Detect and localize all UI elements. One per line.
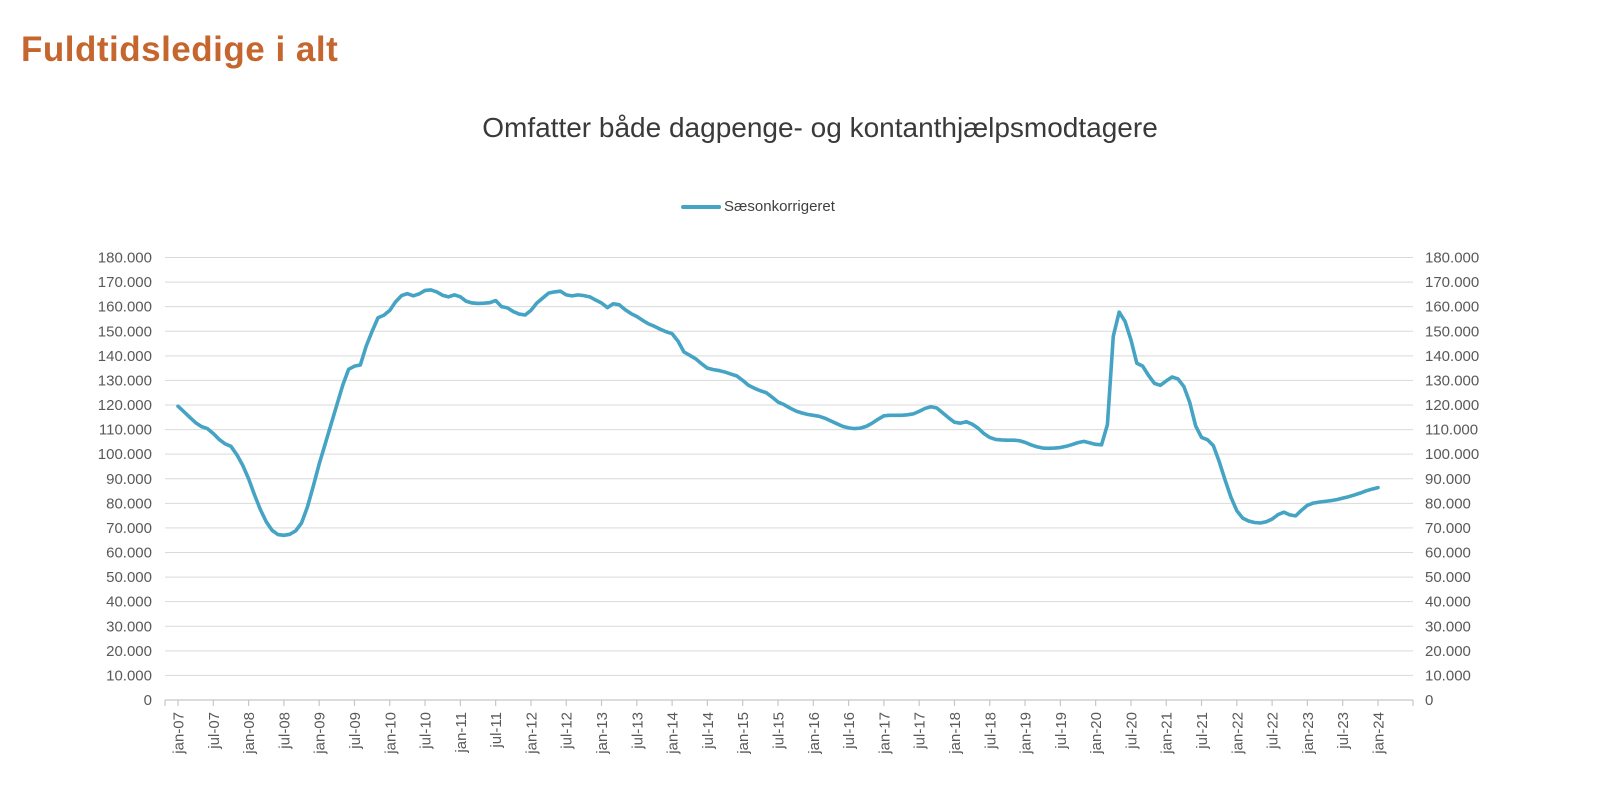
gridlines	[165, 257, 1413, 676]
y-axis-labels-left: 0 10.000 20.000 30.000 40.000 50.000 60.000 70.…	[98, 250, 152, 709]
y-tick-label: 150.000	[1425, 323, 1479, 340]
y-tick-label: 50.000	[1425, 569, 1471, 586]
x-tick-label: jul-13	[629, 712, 646, 750]
y-tick-label: 110.000	[99, 422, 152, 439]
y-tick-label: 150.000	[98, 323, 152, 340]
y-tick-label: 110.000	[1425, 422, 1478, 439]
x-tick-label: jul-16	[841, 712, 858, 750]
x-tick-label: jan-15	[735, 712, 752, 755]
x-tick-label: jan-22	[1229, 712, 1246, 755]
y-tick-label: 130.000	[1425, 372, 1479, 389]
y-tick-label: 40.000	[106, 594, 152, 611]
series-saesonkorrigeret	[176, 288, 1380, 538]
x-axis-tick-marks	[164, 700, 1414, 706]
y-tick-label: 140.000	[1425, 348, 1479, 365]
x-tick-label: jan-23	[1300, 712, 1317, 755]
x-tick-label: jul-12	[559, 712, 576, 750]
x-tick-label: jul-23	[1335, 712, 1352, 750]
x-tick-label: jul-10	[418, 712, 435, 750]
x-tick-label: jan-10	[382, 712, 399, 755]
y-tick-label: 0	[1425, 692, 1433, 709]
x-tick-label: jan-21	[1159, 712, 1176, 755]
legend-label: Sæsonkorrigeret	[724, 198, 835, 215]
x-tick-label: jul-18	[982, 712, 999, 750]
line-chart-plot: 0 10.000 20.000 30.000 40.000 50.000 60.000 70.…	[98, 250, 1479, 755]
y-tick-label: 90.000	[1425, 471, 1471, 488]
y-tick-label: 140.000	[98, 348, 152, 365]
legend-line-swatch	[681, 204, 722, 209]
y-tick-label: 170.000	[1425, 274, 1479, 291]
x-tick-label: jan-09	[312, 712, 329, 755]
y-tick-label: 90.000	[106, 471, 152, 488]
x-tick-label: jul-09	[347, 712, 364, 750]
x-tick-label: jul-15	[771, 712, 788, 750]
y-tick-label: 180.000	[1425, 250, 1479, 267]
x-tick-label: jul-22	[1265, 712, 1282, 750]
page-title: Fuldtidsledige i alt	[21, 30, 339, 69]
y-tick-label: 30.000	[1425, 618, 1471, 635]
y-tick-label: 40.000	[1425, 594, 1471, 611]
y-tick-label: 0	[144, 692, 152, 709]
x-tick-label: jul-08	[276, 712, 293, 750]
x-tick-label: jan-16	[806, 712, 823, 755]
y-tick-label: 30.000	[106, 618, 152, 635]
x-tick-label: jan-12	[523, 712, 540, 755]
y-tick-label: 10.000	[1425, 667, 1471, 684]
y-tick-label: 60.000	[1425, 545, 1471, 562]
y-tick-label: 120.000	[1425, 397, 1479, 414]
x-tick-label: jan-18	[947, 712, 964, 755]
y-tick-label: 50.000	[106, 569, 152, 586]
y-tick-label: 10.000	[106, 667, 152, 684]
x-tick-label: jan-13	[594, 712, 611, 755]
x-tick-label: jul-21	[1194, 712, 1211, 750]
x-tick-label: jul-20	[1123, 712, 1140, 750]
y-tick-label: 70.000	[1425, 520, 1471, 537]
x-tick-label: jul-11	[488, 712, 505, 749]
y-tick-label: 160.000	[1425, 299, 1479, 316]
y-tick-label: 100.000	[1425, 446, 1479, 463]
series-line	[176, 288, 1380, 538]
x-tick-label: jul-19	[1053, 712, 1070, 750]
x-tick-label: jul-14	[700, 712, 717, 750]
x-tick-label: jul-07	[206, 712, 223, 750]
y-tick-label: 80.000	[106, 495, 152, 512]
y-tick-label: 130.000	[98, 372, 152, 389]
y-tick-label: 170.000	[98, 274, 152, 291]
x-tick-label: jan-19	[1018, 712, 1035, 755]
x-tick-label: jan-07	[171, 712, 188, 755]
x-tick-label: jan-20	[1088, 712, 1105, 755]
x-tick-label: jan-11	[453, 712, 470, 754]
y-tick-label: 60.000	[106, 545, 152, 562]
y-tick-label: 80.000	[1425, 495, 1471, 512]
y-tick-label: 160.000	[98, 299, 152, 316]
y-tick-label: 100.000	[98, 446, 152, 463]
y-tick-label: 20.000	[106, 643, 152, 660]
x-tick-label: jan-17	[876, 712, 893, 755]
x-tick-label: jan-24	[1371, 712, 1388, 755]
x-tick-label: jan-14	[665, 712, 682, 755]
y-tick-label: 120.000	[98, 397, 152, 414]
chart-subtitle: Omfatter både dagpenge- og kontanthjælps…	[482, 112, 1158, 143]
x-tick-label: jul-17	[912, 712, 929, 750]
y-tick-label: 70.000	[106, 520, 152, 537]
y-tick-label: 20.000	[1425, 643, 1471, 660]
y-axis-labels-right: 0 10.000 20.000 30.000 40.000 50.000 60.000 70.…	[1425, 250, 1479, 709]
legend: Sæsonkorrigeret	[681, 198, 835, 215]
y-tick-label: 180.000	[98, 250, 152, 267]
x-tick-label: jan-08	[241, 712, 258, 755]
x-axis-labels: jan-07 jul-07 jan-08 jul-08 jan-09 jul-09 jan-…	[171, 712, 1388, 755]
